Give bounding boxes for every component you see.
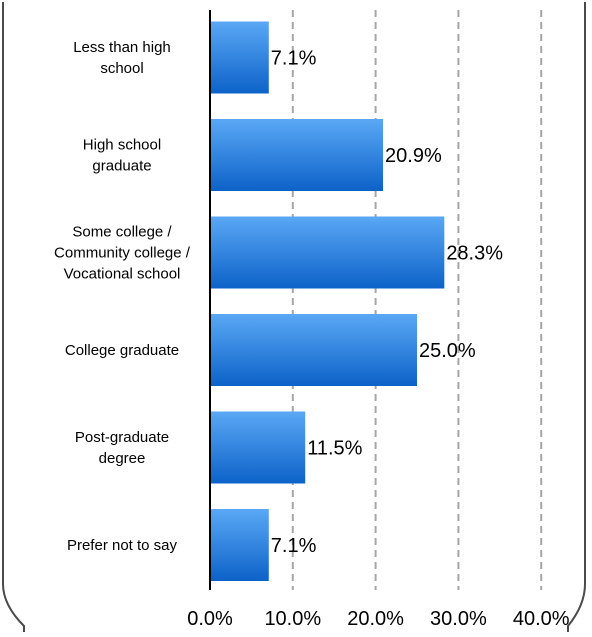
x-tick-label: 30.0%	[430, 608, 487, 630]
value-label: 11.5%	[307, 438, 362, 460]
bar	[210, 216, 445, 289]
gridlines	[291, 10, 543, 590]
x-tick-label: 40.0%	[513, 608, 570, 630]
value-label: 28.3%	[446, 243, 503, 265]
bar	[210, 21, 269, 94]
category-label: Some college / Community college / Vocatio…	[54, 224, 191, 283]
category-label: Less than high school	[73, 39, 171, 77]
bars	[210, 21, 445, 581]
value-label: 7.1%	[271, 48, 317, 70]
x-tick-label: 20.0%	[347, 608, 404, 630]
x-tick-labels: 0.0% 10.0% 20.0% 30.0% 40.0%	[187, 608, 570, 630]
x-tick-label: 10.0%	[264, 608, 321, 630]
category-labels: Less than high school High school graduate S…	[54, 39, 191, 554]
value-label: 7.1%	[271, 535, 317, 557]
category-label: College graduate	[65, 342, 179, 359]
value-label: 25.0%	[419, 340, 476, 362]
category-label: High school graduate	[83, 137, 161, 175]
category-label: Prefer not to say	[67, 537, 178, 554]
chart-frame	[2, 2, 586, 632]
value-label: 20.9%	[385, 145, 442, 167]
bar	[210, 411, 306, 484]
bar	[210, 314, 417, 386]
value-labels: 7.1% 20.9% 28.3% 25.0% 11.5% 7.1%	[271, 48, 503, 558]
bar	[210, 509, 269, 581]
category-label: Post-graduate degree	[75, 429, 169, 467]
bar	[210, 119, 384, 191]
x-tick-label: 0.0%	[187, 608, 233, 630]
